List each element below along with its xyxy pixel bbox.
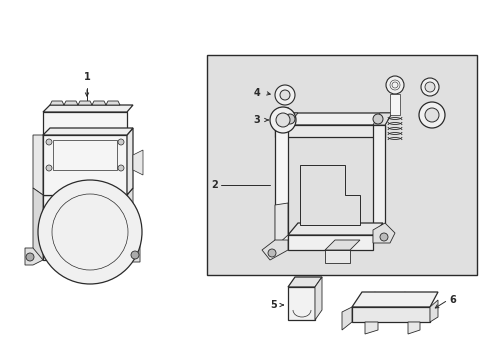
Polygon shape xyxy=(351,307,429,322)
Circle shape xyxy=(385,76,403,94)
Polygon shape xyxy=(325,240,359,250)
Polygon shape xyxy=(325,250,349,263)
Text: 4: 4 xyxy=(253,88,260,98)
Circle shape xyxy=(38,180,142,284)
Polygon shape xyxy=(33,188,43,260)
Polygon shape xyxy=(274,125,384,137)
Circle shape xyxy=(118,165,124,171)
Circle shape xyxy=(285,114,294,124)
Circle shape xyxy=(424,108,438,122)
Bar xyxy=(206,55,476,275)
Circle shape xyxy=(280,90,289,100)
Polygon shape xyxy=(43,128,133,135)
Polygon shape xyxy=(92,101,106,105)
Circle shape xyxy=(372,114,382,124)
Polygon shape xyxy=(127,245,140,262)
Circle shape xyxy=(131,251,139,259)
Polygon shape xyxy=(78,101,92,105)
Polygon shape xyxy=(127,188,133,260)
Circle shape xyxy=(424,82,434,92)
Polygon shape xyxy=(274,203,287,247)
Polygon shape xyxy=(299,165,359,225)
Circle shape xyxy=(269,107,295,133)
Circle shape xyxy=(46,165,52,171)
Polygon shape xyxy=(287,223,382,235)
Polygon shape xyxy=(351,292,437,307)
Polygon shape xyxy=(372,223,394,243)
Circle shape xyxy=(379,233,387,241)
Polygon shape xyxy=(43,195,127,260)
Polygon shape xyxy=(287,235,372,250)
Polygon shape xyxy=(314,277,321,320)
Text: 5: 5 xyxy=(270,300,277,310)
Circle shape xyxy=(274,85,294,105)
Circle shape xyxy=(275,113,289,127)
Circle shape xyxy=(46,139,52,145)
Polygon shape xyxy=(372,113,391,125)
Polygon shape xyxy=(274,113,391,125)
Text: 3: 3 xyxy=(253,115,260,125)
Polygon shape xyxy=(274,125,287,247)
Circle shape xyxy=(420,78,438,96)
Text: 6: 6 xyxy=(448,295,455,305)
Polygon shape xyxy=(274,113,297,125)
Polygon shape xyxy=(262,240,287,260)
Polygon shape xyxy=(127,128,133,195)
Circle shape xyxy=(26,253,34,261)
Polygon shape xyxy=(64,101,78,105)
Polygon shape xyxy=(407,322,419,334)
Polygon shape xyxy=(33,135,43,195)
Text: 2: 2 xyxy=(211,180,218,190)
Circle shape xyxy=(418,102,444,128)
Text: 1: 1 xyxy=(83,72,90,82)
Polygon shape xyxy=(133,150,142,175)
Polygon shape xyxy=(287,287,314,320)
Polygon shape xyxy=(364,322,377,334)
Polygon shape xyxy=(25,248,43,265)
Polygon shape xyxy=(389,94,399,115)
Polygon shape xyxy=(43,135,127,195)
Polygon shape xyxy=(43,105,133,112)
Polygon shape xyxy=(341,307,351,330)
Circle shape xyxy=(118,139,124,145)
Polygon shape xyxy=(43,112,127,135)
Polygon shape xyxy=(106,101,120,105)
Circle shape xyxy=(267,249,275,257)
Polygon shape xyxy=(372,125,384,230)
Polygon shape xyxy=(429,300,437,322)
Polygon shape xyxy=(287,277,321,287)
Polygon shape xyxy=(50,101,64,105)
